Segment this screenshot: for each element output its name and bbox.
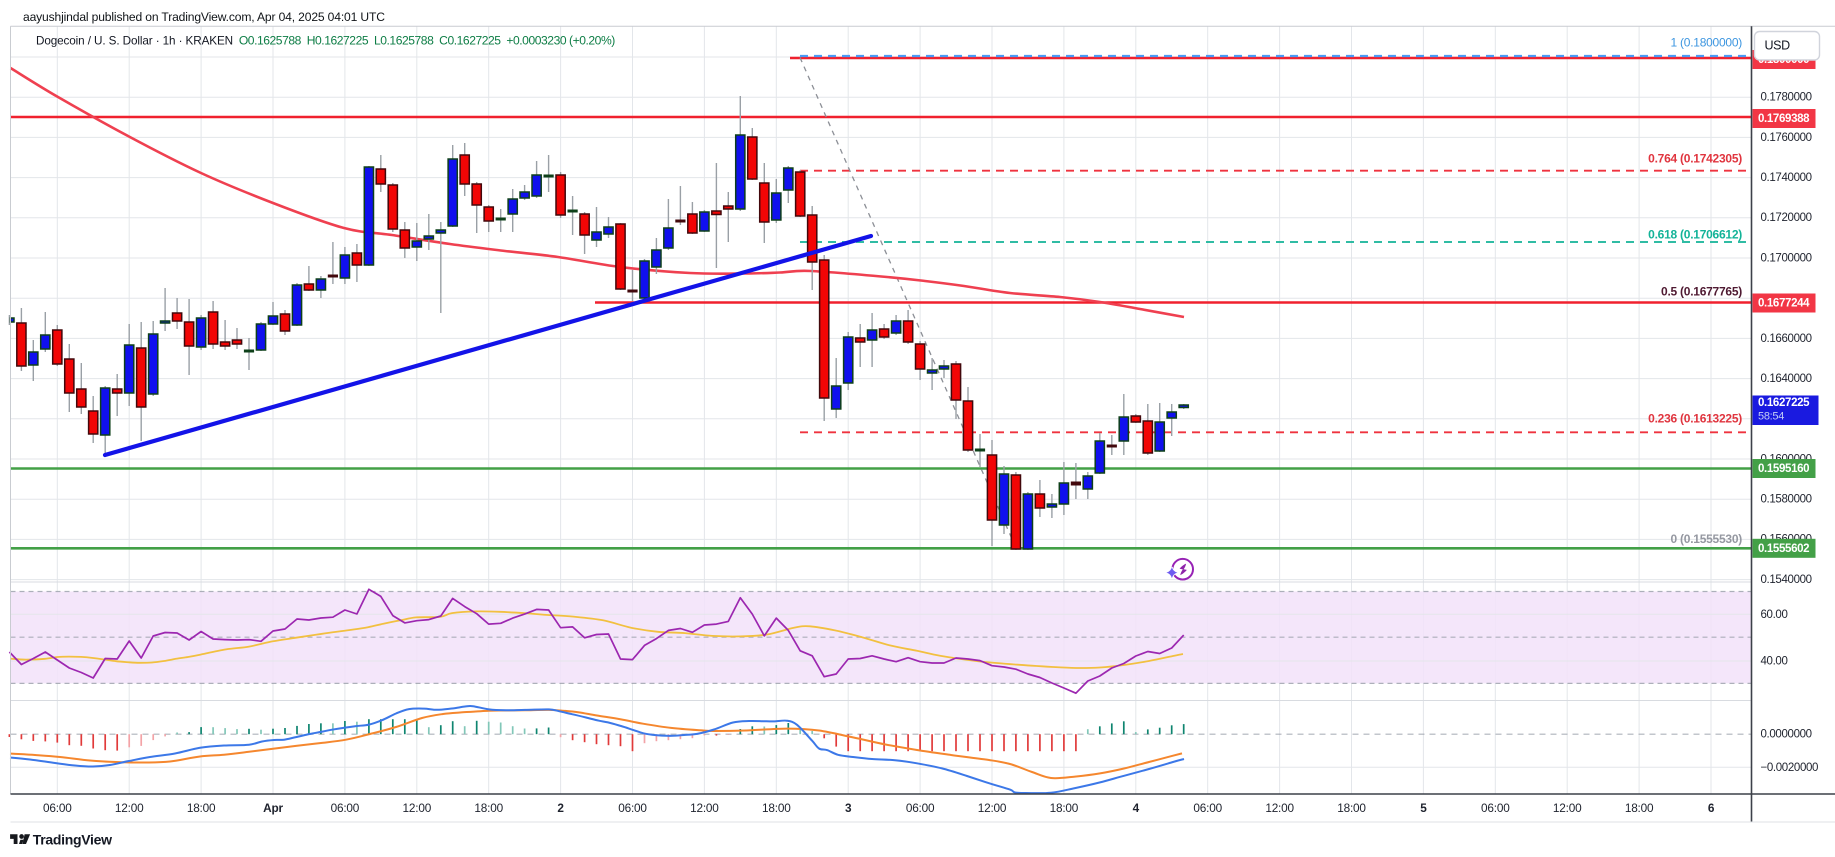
svg-text:0.1677244: 0.1677244 bbox=[1758, 298, 1810, 310]
svg-text:58:54: 58:54 bbox=[1758, 410, 1784, 422]
svg-text:0.1540000: 0.1540000 bbox=[1761, 574, 1812, 586]
svg-text:18:00: 18:00 bbox=[1625, 801, 1654, 815]
svg-text:0.1627225: 0.1627225 bbox=[1758, 397, 1810, 409]
svg-text:0.1640000: 0.1640000 bbox=[1761, 373, 1812, 385]
svg-text:0.1740000: 0.1740000 bbox=[1761, 172, 1812, 184]
svg-text:0.1780000: 0.1780000 bbox=[1761, 92, 1812, 104]
svg-text:12:00: 12:00 bbox=[1265, 801, 1294, 815]
svg-text:TradingView: TradingView bbox=[33, 831, 112, 847]
svg-text:06:00: 06:00 bbox=[1481, 801, 1510, 815]
svg-text:0.1660000: 0.1660000 bbox=[1761, 333, 1812, 345]
svg-text:2: 2 bbox=[557, 801, 564, 815]
svg-text:60.00: 60.00 bbox=[1761, 609, 1788, 621]
svg-text:0.0000000: 0.0000000 bbox=[1761, 729, 1812, 741]
svg-text:6: 6 bbox=[1708, 801, 1715, 815]
svg-text:0.236 (0.1613225): 0.236 (0.1613225) bbox=[1648, 412, 1742, 426]
svg-text:12:00: 12:00 bbox=[690, 801, 719, 815]
svg-text:−0.0020000: −0.0020000 bbox=[1761, 762, 1819, 774]
svg-text:18:00: 18:00 bbox=[1050, 801, 1079, 815]
svg-text:06:00: 06:00 bbox=[1193, 801, 1222, 815]
svg-text:Apr: Apr bbox=[263, 801, 283, 815]
svg-text:0.1720000: 0.1720000 bbox=[1761, 212, 1812, 224]
svg-text:1 (0.1800000): 1 (0.1800000) bbox=[1671, 36, 1743, 50]
svg-text:18:00: 18:00 bbox=[762, 801, 791, 815]
svg-text:0.1700000: 0.1700000 bbox=[1761, 252, 1812, 264]
svg-text:12:00: 12:00 bbox=[403, 801, 432, 815]
svg-text:aayushjindal published on Trad: aayushjindal published on TradingView.co… bbox=[23, 10, 385, 24]
svg-text:USD: USD bbox=[1765, 39, 1791, 53]
svg-text:12:00: 12:00 bbox=[978, 801, 1007, 815]
svg-text:3: 3 bbox=[845, 801, 852, 815]
svg-text:40.00: 40.00 bbox=[1761, 656, 1788, 668]
svg-text:0.618 (0.1706612): 0.618 (0.1706612) bbox=[1648, 228, 1742, 242]
svg-text:0.1595160: 0.1595160 bbox=[1758, 463, 1809, 475]
svg-text:0.1760000: 0.1760000 bbox=[1761, 132, 1812, 144]
svg-text:0.5 (0.1677765): 0.5 (0.1677765) bbox=[1661, 285, 1742, 299]
svg-text:Dogecoin / U. S. Dollar · 1h ·: Dogecoin / U. S. Dollar · 1h · KRAKEN O0… bbox=[36, 34, 615, 48]
svg-text:06:00: 06:00 bbox=[618, 801, 647, 815]
svg-text:0.1555602: 0.1555602 bbox=[1758, 543, 1809, 555]
svg-text:18:00: 18:00 bbox=[1337, 801, 1366, 815]
svg-text:06:00: 06:00 bbox=[906, 801, 935, 815]
svg-text:12:00: 12:00 bbox=[115, 801, 144, 815]
svg-text:18:00: 18:00 bbox=[474, 801, 503, 815]
svg-text:06:00: 06:00 bbox=[43, 801, 72, 815]
svg-text:0.764 (0.1742305): 0.764 (0.1742305) bbox=[1648, 152, 1742, 166]
svg-text:5: 5 bbox=[1420, 801, 1427, 815]
svg-text:18:00: 18:00 bbox=[187, 801, 216, 815]
svg-text:4: 4 bbox=[1133, 801, 1140, 815]
svg-text:06:00: 06:00 bbox=[331, 801, 360, 815]
svg-text:0 (0.1555530): 0 (0.1555530) bbox=[1671, 532, 1743, 546]
svg-text:0.1769388: 0.1769388 bbox=[1758, 113, 1810, 125]
svg-text:0.1580000: 0.1580000 bbox=[1761, 494, 1812, 506]
svg-text:12:00: 12:00 bbox=[1553, 801, 1582, 815]
